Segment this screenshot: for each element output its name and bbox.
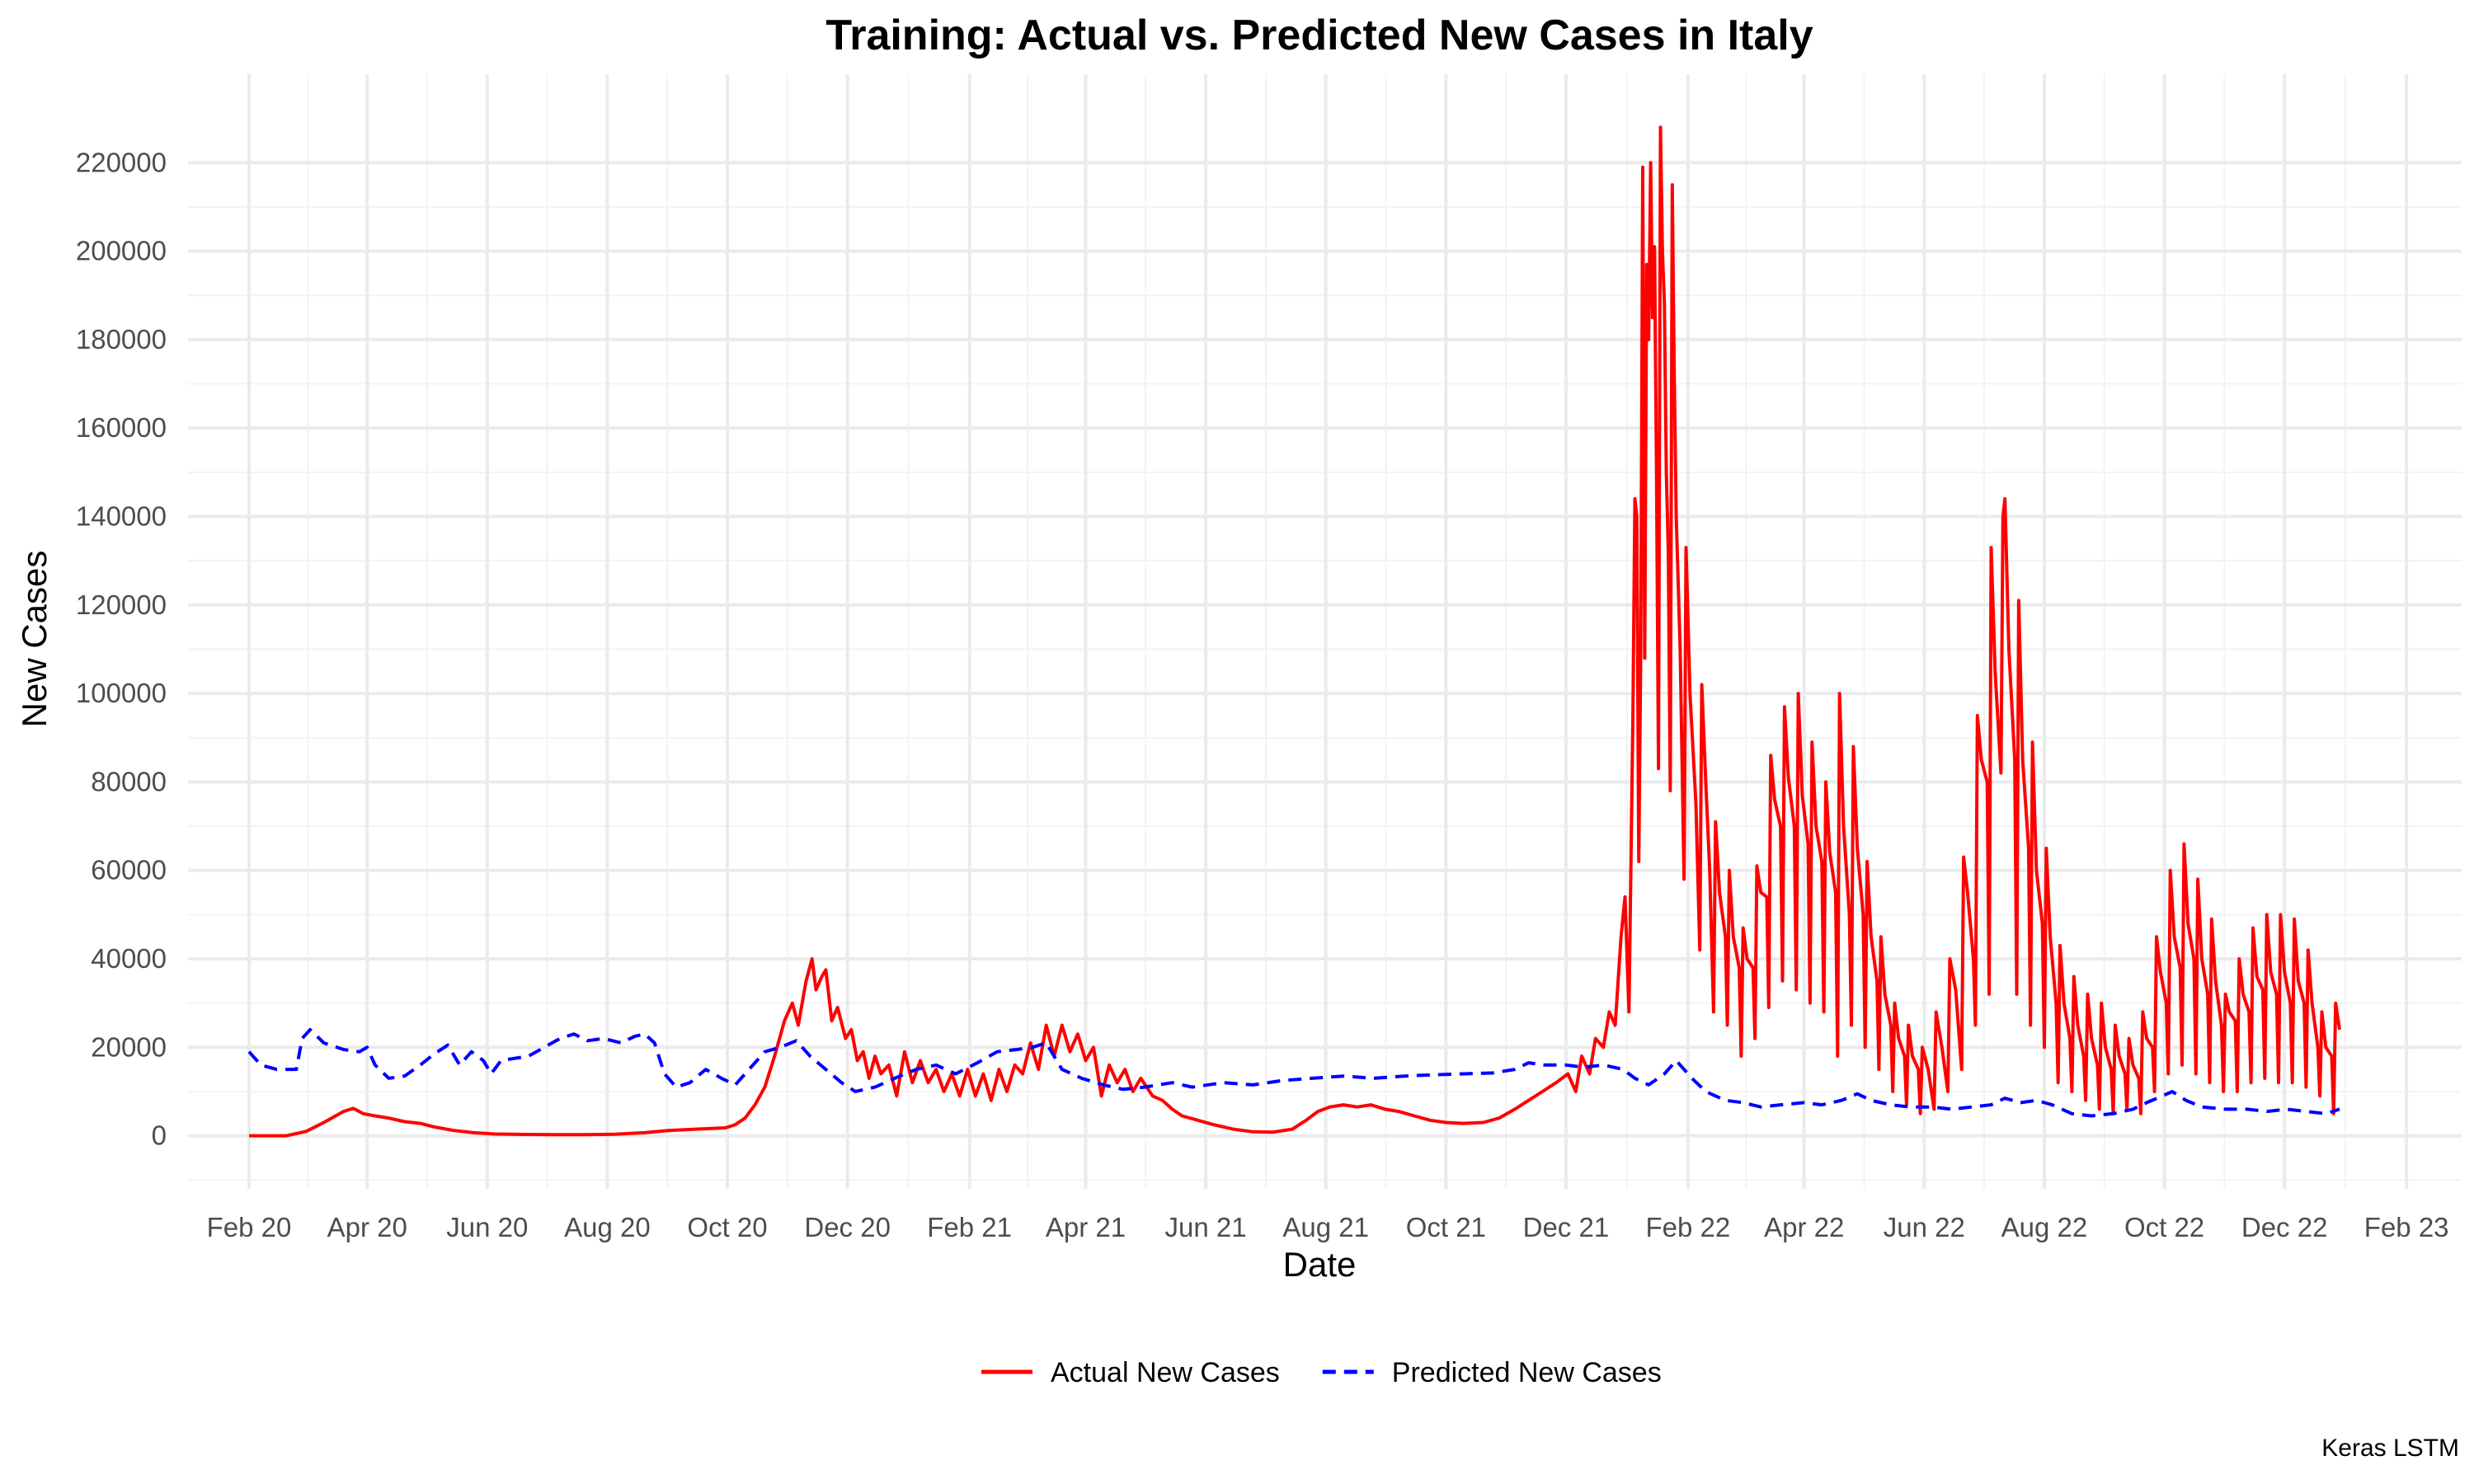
x-tick-label: Jun 20 bbox=[446, 1212, 528, 1242]
chart-title: Training: Actual vs. Predicted New Cases… bbox=[825, 12, 1813, 59]
chart-caption: Keras LSTM bbox=[2321, 1435, 2459, 1462]
x-tick-label: Apr 22 bbox=[1764, 1212, 1844, 1242]
legend: Actual New Cases Predicted New Cases bbox=[981, 1357, 1662, 1388]
y-tick-label: 180000 bbox=[76, 324, 167, 355]
x-tick-label: Aug 21 bbox=[1282, 1212, 1369, 1242]
x-tick-label: Oct 22 bbox=[2124, 1212, 2204, 1242]
legend-label-actual-new-cases: Actual New Cases bbox=[1051, 1357, 1280, 1388]
x-tick-label: Feb 21 bbox=[927, 1212, 1012, 1242]
y-tick-label: 120000 bbox=[76, 589, 167, 620]
x-tick-label: Jun 22 bbox=[1884, 1212, 1965, 1242]
y-tick-label: 60000 bbox=[91, 855, 167, 885]
x-tick-labels: Feb 20 Apr 20 Jun 20 Aug 20 Oct 20 Dec 20 Feb … bbox=[207, 1212, 2449, 1242]
y-tick-label: 0 bbox=[152, 1120, 167, 1151]
x-tick-label: Aug 20 bbox=[564, 1212, 651, 1242]
legend-label-predicted-new-cases: Predicted New Cases bbox=[1392, 1357, 1662, 1388]
x-tick-label: Oct 21 bbox=[1406, 1212, 1486, 1242]
y-tick-label: 220000 bbox=[76, 147, 167, 177]
x-tick-label: Jun 21 bbox=[1165, 1212, 1247, 1242]
y-tick-label: 40000 bbox=[91, 943, 167, 974]
y-axis-title: New Cases bbox=[15, 551, 54, 728]
y-tick-labels: 0 20000 40000 60000 80000 100000 120000 140000 1… bbox=[76, 147, 167, 1150]
x-tick-label: Feb 22 bbox=[1646, 1212, 1731, 1242]
x-tick-label: Dec 20 bbox=[804, 1212, 891, 1242]
x-tick-label: Oct 20 bbox=[687, 1212, 767, 1242]
x-tick-label: Dec 22 bbox=[2241, 1212, 2328, 1242]
y-tick-label: 100000 bbox=[76, 678, 167, 708]
series-line-predicted-new-cases bbox=[247, 1027, 2340, 1118]
y-tick-label: 160000 bbox=[76, 412, 167, 443]
x-tick-label: Aug 22 bbox=[2001, 1212, 2088, 1242]
series-layer bbox=[247, 125, 2341, 1138]
y-tick-label: 20000 bbox=[91, 1031, 167, 1062]
x-tick-label: Feb 23 bbox=[2364, 1212, 2449, 1242]
x-tick-label: Apr 20 bbox=[327, 1212, 407, 1242]
series-line-actual-new-cases bbox=[249, 125, 2341, 1138]
y-tick-label: 140000 bbox=[76, 501, 167, 532]
x-tick-label: Apr 21 bbox=[1046, 1212, 1126, 1242]
x-axis-title: Date bbox=[1283, 1245, 1357, 1284]
y-tick-label: 200000 bbox=[76, 236, 167, 266]
x-tick-label: Dec 21 bbox=[1523, 1212, 1610, 1242]
grid-layer bbox=[188, 74, 2462, 1189]
y-tick-label: 80000 bbox=[91, 766, 167, 796]
x-tick-label: Feb 20 bbox=[207, 1212, 292, 1242]
